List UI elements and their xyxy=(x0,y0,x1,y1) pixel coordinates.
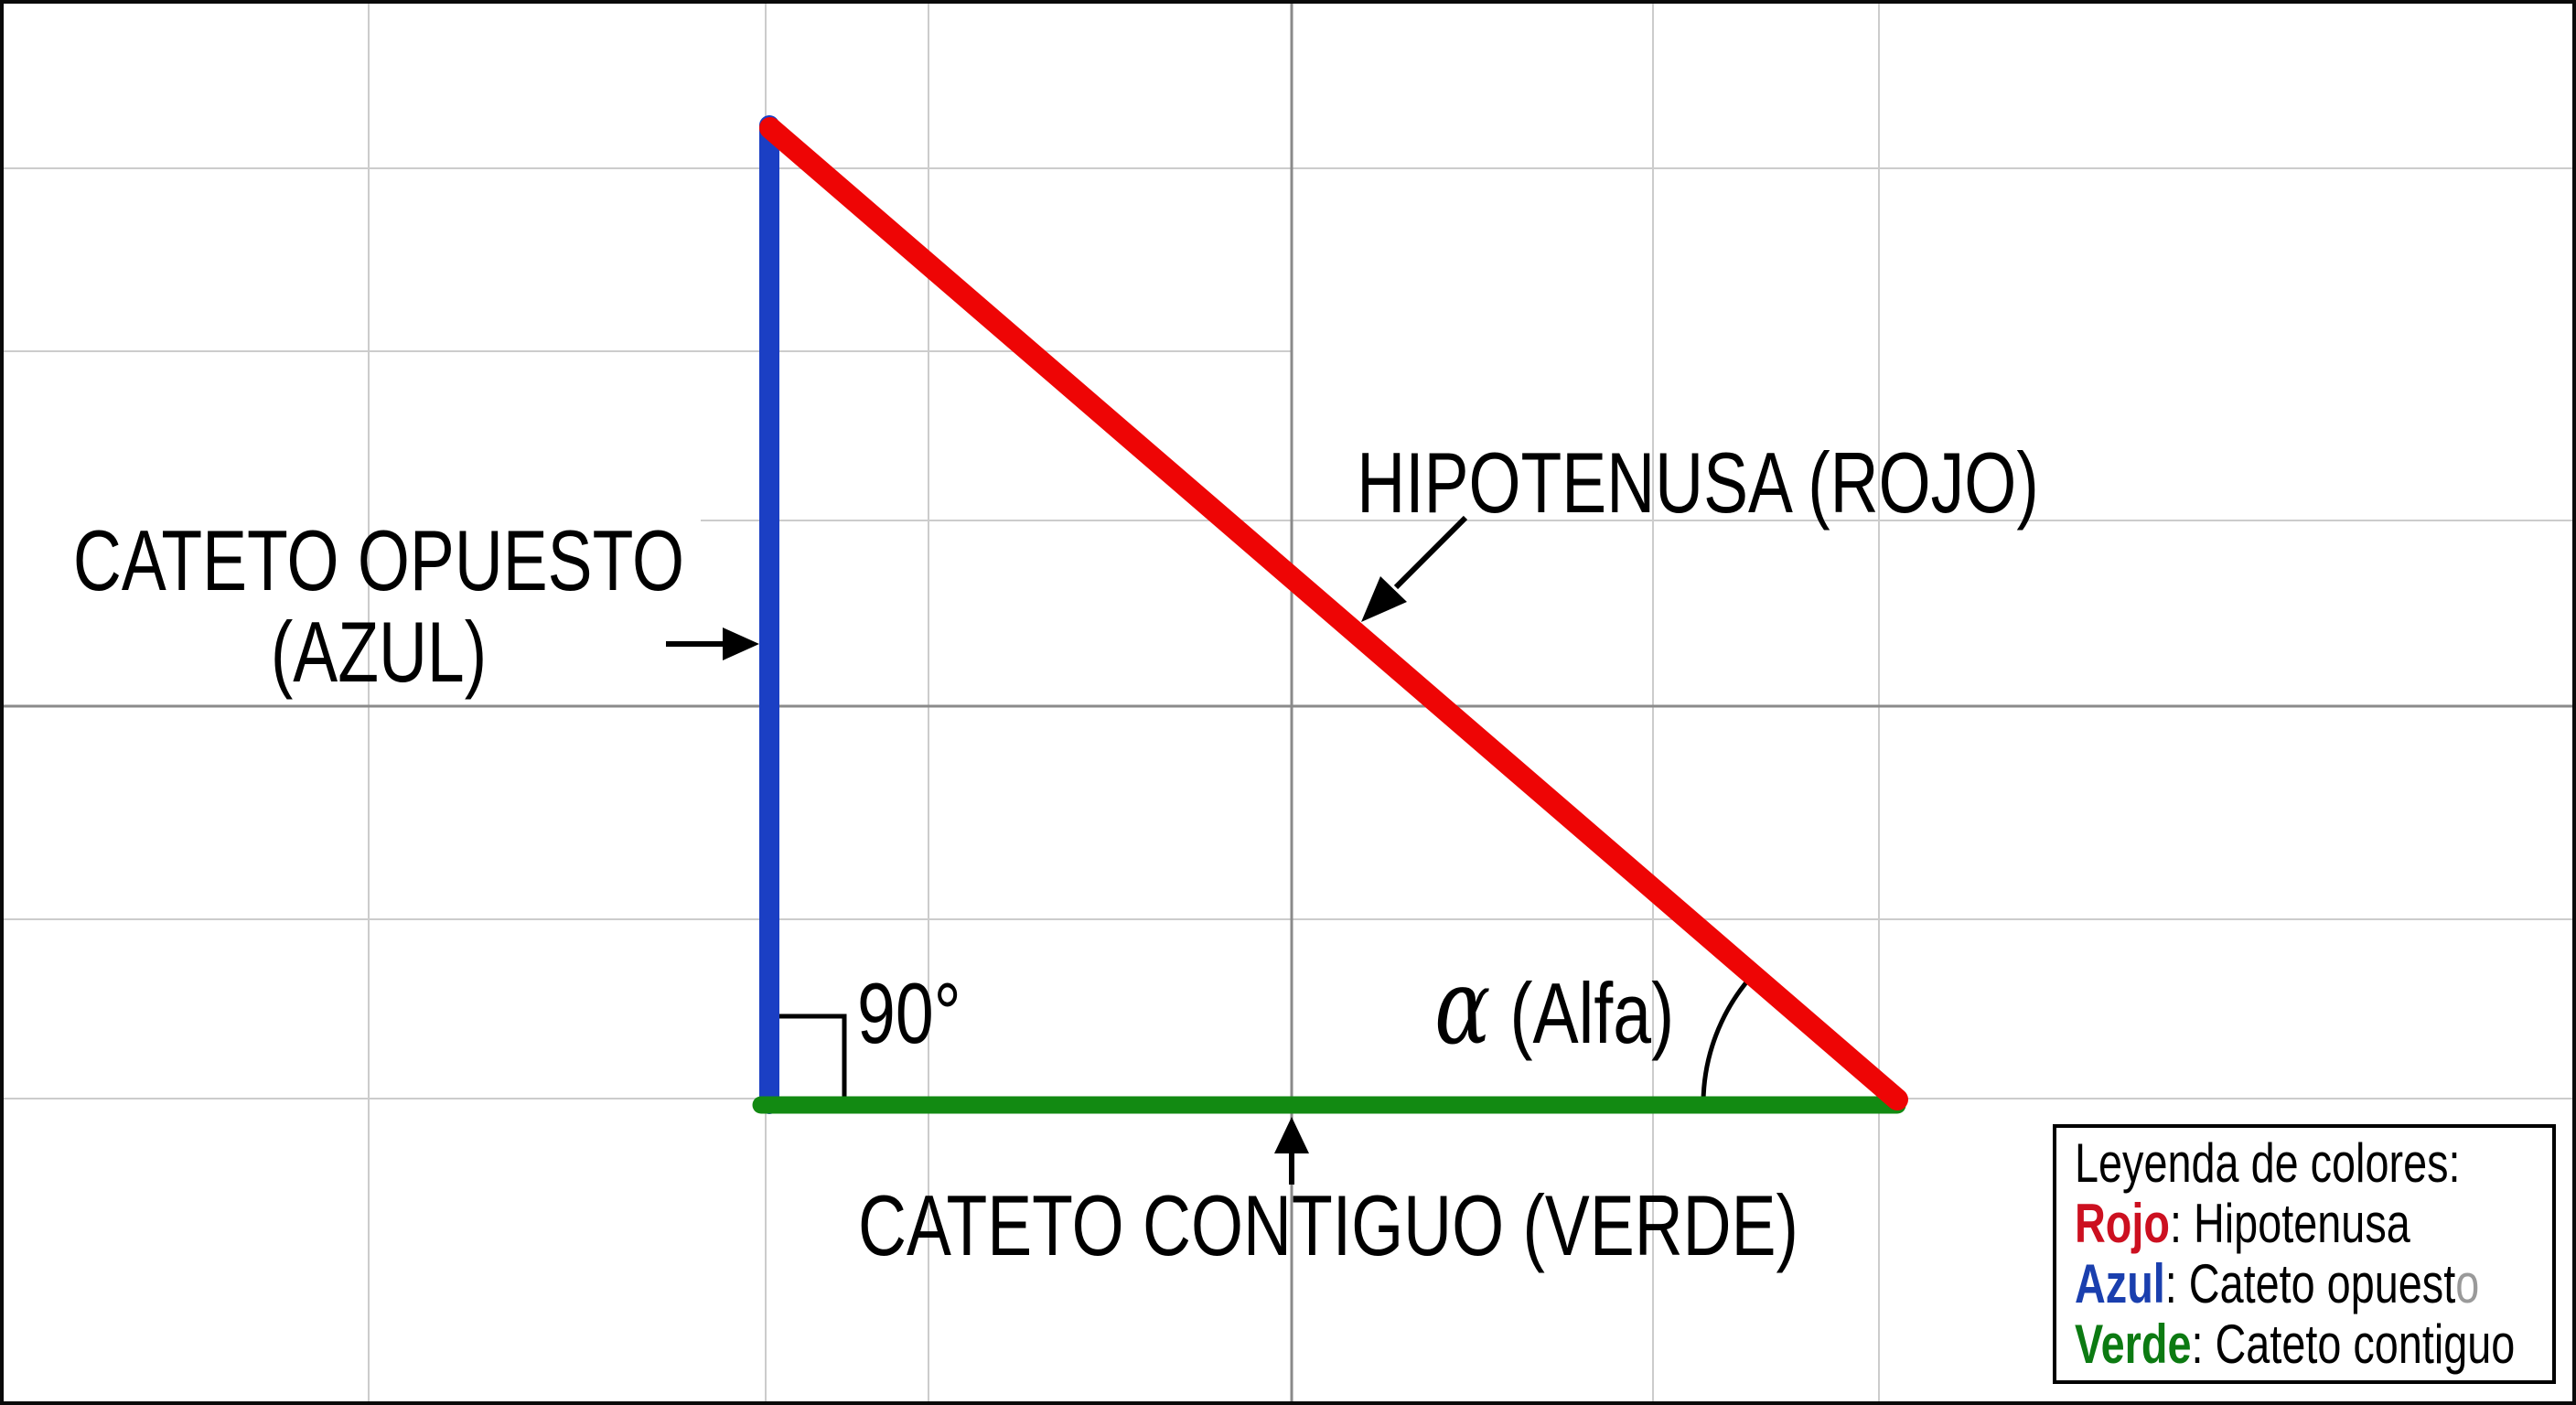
legend-item-rojo: Rojo: Hipotenusa xyxy=(2075,1194,2447,1254)
legend-verde-name: Verde xyxy=(2075,1314,2192,1375)
cateto-opuesto-label-line1: CATETO OPUESTO xyxy=(72,512,685,608)
alpha-label: α (Alfa) xyxy=(1434,955,1675,1061)
legend-azul-name: Azul xyxy=(2075,1253,2165,1314)
legend-title: Leyenda de colores: xyxy=(2075,1132,2461,1194)
hipotenusa-arrow xyxy=(1361,515,1468,622)
legend-rojo-name: Rojo xyxy=(2075,1193,2170,1254)
color-legend: Leyenda de colores: Rojo: Hipotenusa Azu… xyxy=(2053,1124,2556,1384)
legend-verde-desc: : Cateto contiguo xyxy=(2191,1314,2516,1375)
cateto-opuesto-label: CATETO OPUESTO (AZUL) xyxy=(73,515,684,698)
alpha-symbol: α xyxy=(1434,946,1491,1067)
legend-azul-gray-letter: o xyxy=(2455,1253,2480,1314)
legend-azul-desc: : Cateto opuest xyxy=(2164,1253,2456,1314)
opuesto-arrowhead xyxy=(723,627,759,660)
legend-rojo-desc: : Hipotenusa xyxy=(2169,1193,2410,1254)
legend-item-verde: Verde: Cateto contiguo xyxy=(2075,1314,2515,1375)
right-angle-marker xyxy=(777,1014,847,1098)
right-angle-label: 90° xyxy=(857,965,961,1061)
contiguo-arrow xyxy=(1274,1117,1309,1185)
opuesto-arrow xyxy=(666,627,759,660)
cateto-opuesto-label-line2: (AZUL) xyxy=(270,604,488,700)
contiguo-arrowhead xyxy=(1274,1117,1309,1153)
alpha-arc xyxy=(1701,975,1753,1103)
hipotenusa-arrowhead xyxy=(1361,576,1407,622)
alpha-label-text: (Alfa) xyxy=(1490,965,1675,1061)
hipotenusa-arrow-shaft xyxy=(1393,515,1468,590)
legend-item-azul: Azul: Cateto opuesto xyxy=(2075,1253,2479,1314)
red-hypotenuse-line xyxy=(759,117,1908,1110)
triangle-figure xyxy=(4,4,2572,1401)
cateto-contiguo-label: CATETO CONTIGUO (VERDE) xyxy=(858,1177,1798,1273)
hipotenusa-label: HIPOTENUSA (ROJO) xyxy=(1357,434,2039,531)
